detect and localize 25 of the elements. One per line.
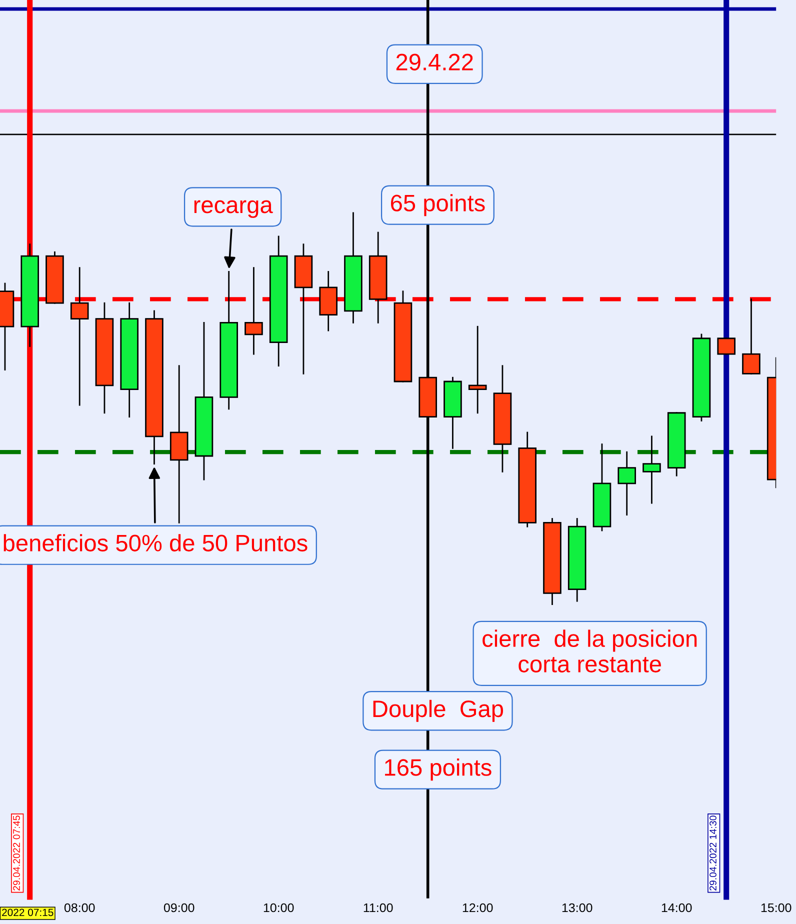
ref-line-label: 29.04.2022 07:45 <box>13 816 20 890</box>
x-tick-label: 11:00 <box>364 903 393 912</box>
annotation: recarga <box>194 200 273 218</box>
annotation: 65 points <box>391 194 485 216</box>
candlestick <box>618 451 636 516</box>
x-tick-label: 15:00 <box>761 903 792 912</box>
candlestick <box>717 338 736 355</box>
text: 2022 07:15 <box>2 908 54 916</box>
text: cierre de la posicion corta restante <box>482 630 697 672</box>
candlestick <box>244 267 263 355</box>
x-tick-label: 12:00 <box>462 903 493 912</box>
text: 29.4.22 <box>396 54 473 70</box>
candlestick <box>642 436 661 504</box>
x-tick-label: 10:00 <box>264 903 294 912</box>
text: 165 points <box>385 758 492 781</box>
annotation: beneficios 50% de 50 Puntos <box>4 534 308 552</box>
ref-line-label: 29.04.2022 14:30 <box>710 816 716 890</box>
x-tick-label: 14:00 <box>662 903 692 912</box>
text: Douple Gap <box>373 700 504 722</box>
x-tick-label: 08:00 <box>64 903 95 912</box>
candlestick <box>742 298 760 374</box>
x-tick-label: 13:00 <box>562 903 592 912</box>
candlestick <box>468 326 487 414</box>
candlestick <box>70 267 89 406</box>
x-tick-label: 09:00 <box>164 903 194 912</box>
